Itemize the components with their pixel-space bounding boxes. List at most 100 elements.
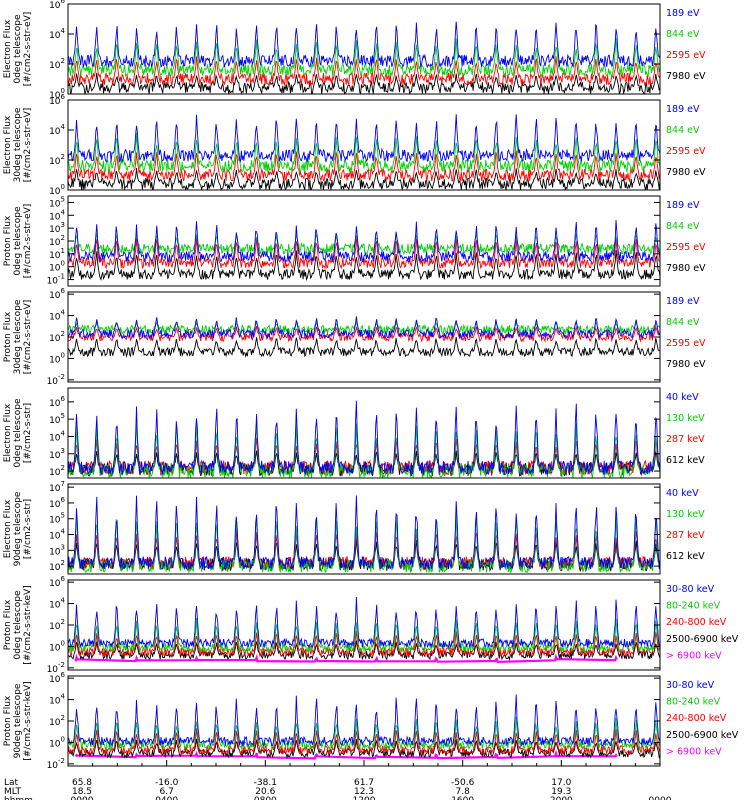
time-tick-label: 19.3 bbox=[551, 787, 571, 797]
ytick-label: 105 bbox=[49, 512, 65, 526]
legend-entry: 189 eV bbox=[666, 296, 700, 307]
series-trace-0 bbox=[74, 749, 618, 760]
ytick-label: 106 bbox=[49, 575, 65, 589]
legend-entry: 80-240 keV bbox=[666, 697, 721, 708]
series-trace-0 bbox=[68, 250, 660, 282]
panel-ylabel: MEPEDElectron Flux90deg telescope[#/cm2-… bbox=[0, 491, 33, 566]
time-tick-label: 61.7 bbox=[354, 778, 374, 788]
ytick-label: 103 bbox=[49, 543, 65, 557]
panel-ylabel: TEDElectron Flux30deg telescope[#/cm2-s-… bbox=[0, 107, 33, 182]
series-trace-1 bbox=[68, 56, 660, 87]
time-tick-label: 18.5 bbox=[72, 787, 92, 797]
time-tick-label: 0800 bbox=[254, 796, 277, 800]
legend-entry: 30-80 keV bbox=[666, 584, 715, 595]
legend-entry: 240-800 keV bbox=[666, 713, 727, 724]
ytick-label: 10-1 bbox=[47, 273, 65, 287]
axis-row-label: hhmm bbox=[4, 796, 33, 800]
series-trace-3 bbox=[68, 114, 660, 163]
legend-entry: 612 keV bbox=[666, 455, 705, 466]
panel-ylabel: MEPEDProton Flux0deg telescope[#/cm2-s-s… bbox=[0, 585, 33, 664]
series-trace-2 bbox=[68, 728, 660, 756]
time-tick-label: 2000 bbox=[550, 796, 573, 800]
panel-frame bbox=[67, 387, 661, 479]
legend-entry: 30-80 keV bbox=[666, 680, 715, 691]
time-tick-label: 0000 bbox=[649, 796, 672, 800]
series-trace-3 bbox=[68, 495, 660, 571]
legend-entry: 130 keV bbox=[666, 413, 705, 424]
traces bbox=[68, 219, 660, 282]
panel-frame bbox=[67, 3, 661, 95]
legend-entry: 7980 eV bbox=[666, 263, 706, 274]
legend-entry: 844 eV bbox=[666, 221, 700, 232]
time-tick-label: -50.6 bbox=[451, 778, 475, 788]
series-trace-1 bbox=[68, 738, 660, 760]
legend-entry: 844 eV bbox=[666, 29, 700, 40]
ytick-label: 102 bbox=[49, 57, 65, 71]
legend-entry: 2595 eV bbox=[666, 338, 706, 349]
series-trace-3 bbox=[68, 617, 660, 654]
legend-entry: 189 eV bbox=[666, 200, 700, 211]
series-trace-3 bbox=[68, 316, 660, 340]
legend-entry: 7980 eV bbox=[666, 359, 706, 370]
legend-entry: 2595 eV bbox=[666, 146, 706, 157]
axis-row-label: Lat bbox=[4, 778, 19, 788]
series-trace-2 bbox=[68, 132, 660, 174]
time-tick-label: -16.0 bbox=[155, 778, 179, 788]
legend-entry: 612 keV bbox=[666, 551, 705, 562]
time-tick-label: 0400 bbox=[155, 796, 178, 800]
ytick-label: 100 bbox=[49, 351, 65, 365]
ytick-label: 104 bbox=[49, 309, 65, 323]
traces bbox=[68, 114, 660, 190]
axis-row-label: MLT bbox=[4, 787, 22, 797]
ytick-label: 106 bbox=[49, 395, 65, 409]
panel-ylabel: MEPEDProton Flux90deg telescope[#/cm2-s-… bbox=[0, 681, 33, 760]
ytick-label: 103 bbox=[49, 447, 65, 461]
ytick-label: 106 bbox=[49, 287, 65, 301]
legend-entry: 844 eV bbox=[666, 125, 700, 136]
panel-frame bbox=[67, 483, 661, 575]
series-trace-2 bbox=[68, 38, 660, 78]
ytick-label: 102 bbox=[49, 618, 65, 632]
time-tick-label: 6.7 bbox=[160, 787, 174, 797]
time-tick-label: 17.0 bbox=[551, 778, 571, 788]
legend-entry: 2595 eV bbox=[666, 242, 706, 253]
panel-frame bbox=[67, 99, 661, 191]
ytick-label: 102 bbox=[49, 153, 65, 167]
ytick-label: 100 bbox=[49, 735, 65, 749]
legend-entry: 844 eV bbox=[666, 317, 700, 328]
series-trace-2 bbox=[68, 630, 660, 658]
series-trace-0 bbox=[68, 337, 660, 358]
series-trace-0 bbox=[74, 653, 618, 664]
legend-entry: 7980 eV bbox=[666, 167, 706, 178]
time-tick-label: 65.8 bbox=[72, 778, 92, 788]
series-trace-3 bbox=[68, 21, 660, 69]
legend-entry: 2500-6900 keV bbox=[666, 634, 739, 645]
panel-ylabel: MEPEDElectron Flux0deg telescope[#/cm2-s… bbox=[0, 398, 33, 468]
series-trace-4 bbox=[68, 694, 660, 748]
ytick-label: 102 bbox=[49, 714, 65, 728]
traces bbox=[68, 316, 660, 358]
legend-entry: > 6900 keV bbox=[666, 746, 722, 757]
legend-entry: 40 keV bbox=[666, 392, 699, 403]
ytick-label: 104 bbox=[49, 528, 65, 542]
time-tick-label: 0000 bbox=[71, 796, 94, 800]
series-trace-3 bbox=[68, 400, 660, 476]
time-tick-label: 1200 bbox=[353, 796, 376, 800]
traces bbox=[68, 495, 660, 574]
panel-ylabel: TEDProton Flux30deg telescope[#/cm2-s-st… bbox=[0, 299, 33, 374]
ytick-label: 107 bbox=[49, 480, 65, 494]
series-trace-1 bbox=[68, 235, 660, 270]
ytick-label: 104 bbox=[49, 429, 65, 443]
ytick-label: 10-2 bbox=[47, 757, 65, 771]
series-trace-2 bbox=[68, 320, 660, 336]
panel-5: 106 105 104 103 102 MEPEDElectron Flux0deg te… bbox=[0, 387, 705, 479]
ytick-label: 106 bbox=[49, 496, 65, 510]
legend-entry: 130 keV bbox=[666, 509, 705, 520]
ytick-label: 102 bbox=[49, 330, 65, 344]
legend-entry: 2595 eV bbox=[666, 50, 706, 61]
legend-entry: 189 eV bbox=[666, 8, 700, 19]
